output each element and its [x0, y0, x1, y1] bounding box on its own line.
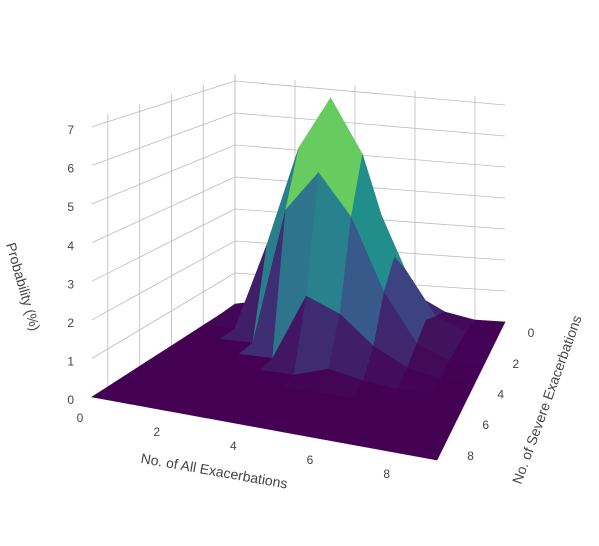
- z-tick-label: 1: [67, 355, 74, 369]
- grid-line: [91, 272, 236, 359]
- z-tick-label: 7: [67, 123, 74, 137]
- x-tick-label: 2: [153, 425, 160, 439]
- x-axis-title: No. of All Exacerbations: [140, 450, 289, 492]
- z-tick-label: 5: [67, 200, 74, 214]
- grid-line: [91, 80, 236, 128]
- grid-line: [234, 144, 506, 168]
- y-axis-title: No. of Severe Exacerbations: [509, 313, 585, 486]
- grid-line: [91, 112, 236, 166]
- x-tick-label: 6: [307, 453, 314, 467]
- y-tick-label: 4: [497, 388, 504, 402]
- y-tick-label: 2: [513, 357, 520, 371]
- x-tick-label: 4: [230, 439, 237, 453]
- z-tick-label: 0: [67, 393, 74, 407]
- grid-line: [91, 144, 236, 205]
- x-tick-label: 8: [383, 467, 390, 481]
- z-tick-label: 2: [67, 316, 74, 330]
- z-axis-title: Probability (%): [3, 241, 43, 333]
- x-tick-label: 0: [77, 411, 84, 425]
- y-tick-label: 8: [467, 449, 474, 463]
- z-tick-label: 6: [67, 162, 74, 176]
- grid-line: [91, 240, 236, 321]
- y-tick-label: 0: [528, 326, 535, 340]
- z-tick-label: 4: [67, 239, 74, 253]
- surface-patch: [398, 437, 446, 461]
- grid-line: [234, 112, 506, 137]
- grid-line: [234, 80, 506, 106]
- z-tick-label: 3: [67, 277, 74, 291]
- y-tick-label: 6: [482, 418, 489, 432]
- grid-line: [91, 208, 236, 282]
- grid-line: [91, 176, 236, 243]
